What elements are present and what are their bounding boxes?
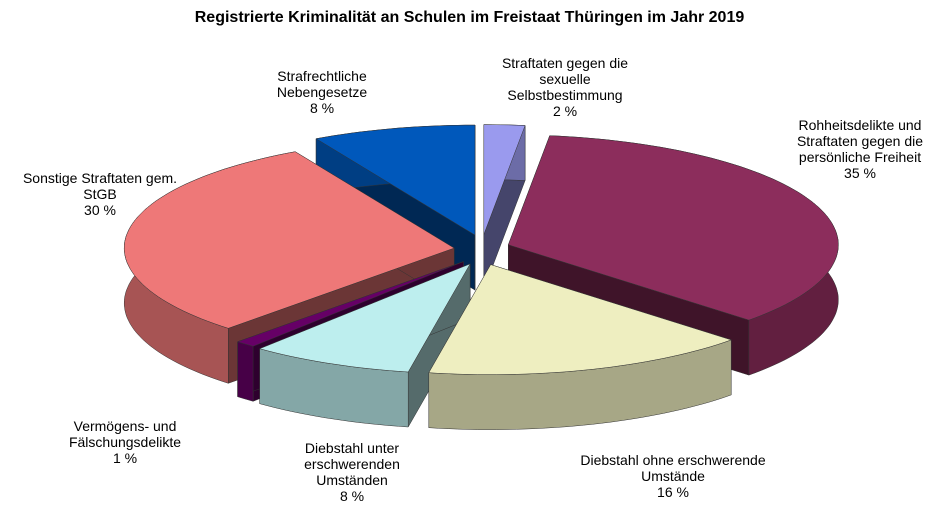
- slice-top: [507, 135, 839, 321]
- slice-label: Straftaten gegen die sexuelle Selbstbest…: [480, 55, 650, 119]
- category-name: Rohheitsdelikte und Straftaten gegen die…: [796, 117, 924, 165]
- slice-top: [428, 264, 732, 375]
- slice-label: Diebstahl unter erschwerenden Umständen 8…: [287, 440, 417, 504]
- slice-label: Strafrechtliche Nebengesetze 8 %: [267, 68, 377, 116]
- slice: [483, 124, 526, 290]
- slice-label: Sonstige Straftaten gem. StGB 30 %: [5, 170, 195, 218]
- slice-label: Vermögens- und Fälschungsdelikte 1 %: [55, 418, 195, 466]
- value-label: 16 %: [657, 484, 689, 500]
- value-label: 8 %: [309, 100, 335, 116]
- value-label: 35 %: [844, 165, 876, 181]
- value-label: 8 %: [339, 488, 365, 504]
- slice-top: [123, 151, 455, 329]
- chart-title: Registrierte Kriminalität an Schulen im …: [194, 9, 745, 26]
- slice-label: Rohheitsdelikte und Straftaten gegen die…: [775, 117, 939, 181]
- category-name: Straftaten gegen die sexuelle Selbstbest…: [501, 55, 629, 103]
- category-name: Strafrechtliche Nebengesetze: [276, 68, 368, 100]
- slice: [428, 263, 732, 430]
- value-label: 2 %: [552, 103, 578, 119]
- slice-label: Diebstahl ohne erschwerende Umstände 16 %: [573, 452, 773, 500]
- slice-top: [315, 124, 476, 236]
- value-label: 30 %: [84, 202, 116, 218]
- slice: [258, 262, 471, 428]
- category-name: Vermögens- und Fälschungsdelikte: [68, 418, 182, 450]
- slice-top: [236, 261, 464, 347]
- slice-side: [237, 341, 254, 402]
- category-name: Sonstige Straftaten gem. StGB: [22, 170, 178, 202]
- category-name: Diebstahl unter erschwerenden Umständen: [304, 440, 400, 488]
- slice-top: [258, 263, 471, 373]
- value-label: 1 %: [112, 450, 138, 466]
- slice-top: [483, 124, 526, 235]
- category-name: Diebstahl ohne erschwerende Umstände: [580, 452, 766, 484]
